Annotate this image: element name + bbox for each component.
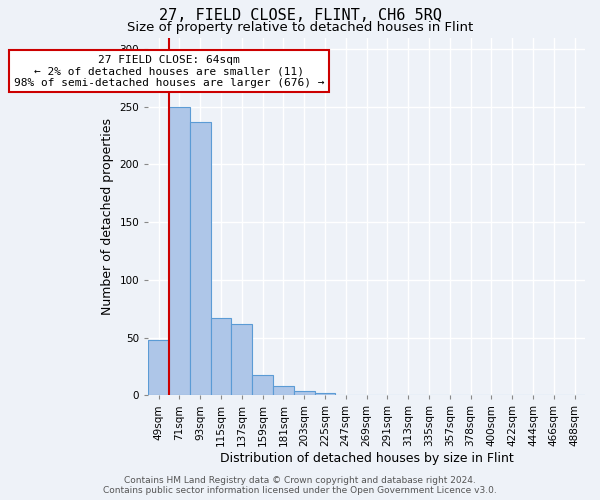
Bar [252, 374, 273, 396]
Bar [314, 393, 335, 396]
Bar [211, 318, 232, 396]
Bar [232, 324, 252, 396]
Text: Size of property relative to detached houses in Flint: Size of property relative to detached ho… [127, 21, 473, 34]
Bar [294, 390, 314, 396]
X-axis label: Distribution of detached houses by size in Flint: Distribution of detached houses by size … [220, 452, 514, 465]
Text: 27, FIELD CLOSE, FLINT, CH6 5RQ: 27, FIELD CLOSE, FLINT, CH6 5RQ [158, 8, 442, 22]
Bar [148, 340, 169, 396]
Y-axis label: Number of detached properties: Number of detached properties [101, 118, 114, 315]
Text: Contains HM Land Registry data © Crown copyright and database right 2024.
Contai: Contains HM Land Registry data © Crown c… [103, 476, 497, 495]
Bar [190, 122, 211, 396]
Bar [273, 386, 294, 396]
Bar [169, 107, 190, 396]
Text: 27 FIELD CLOSE: 64sqm
← 2% of detached houses are smaller (11)
98% of semi-detac: 27 FIELD CLOSE: 64sqm ← 2% of detached h… [14, 55, 324, 88]
